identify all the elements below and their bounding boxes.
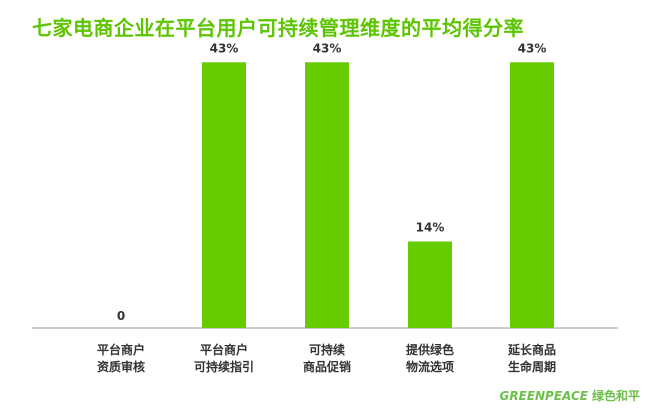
- bar-4: [510, 62, 554, 328]
- logo-text-en: GREENPEACE: [499, 389, 588, 403]
- category-label-2-line-1: 商品促销: [303, 359, 351, 374]
- category-label-0-line-0: 平台商户: [97, 342, 145, 357]
- data-label-0: 0: [117, 309, 125, 323]
- bar-1: [202, 62, 246, 328]
- data-label-4: 43%: [518, 41, 547, 55]
- category-label-0-line-1: 资质审核: [97, 359, 145, 374]
- category-label-4-line-1: 生命周期: [508, 359, 556, 374]
- category-label-2-line-0: 可持续: [309, 342, 345, 357]
- bar-2: [305, 62, 349, 328]
- data-label-2: 43%: [313, 41, 342, 55]
- chart-title: 七家电商企业在平台用户可持续管理维度的平均得分率: [32, 16, 524, 40]
- category-label-1-line-0: 平台商户: [200, 342, 248, 357]
- greenpeace-logo: GREENPEACE 绿色和平: [500, 387, 640, 404]
- data-label-3: 14%: [416, 220, 445, 234]
- category-label-3-line-0: 提供绿色: [406, 342, 454, 357]
- category-label-1-line-1: 可持续指引: [194, 359, 254, 374]
- logo-text-cn: 绿色和平: [591, 389, 640, 403]
- category-label-4-line-0: 延长商品: [507, 342, 556, 357]
- category-label-3-line-1: 物流选项: [406, 359, 454, 374]
- bar-3: [408, 241, 452, 328]
- data-label-1: 43%: [210, 41, 239, 55]
